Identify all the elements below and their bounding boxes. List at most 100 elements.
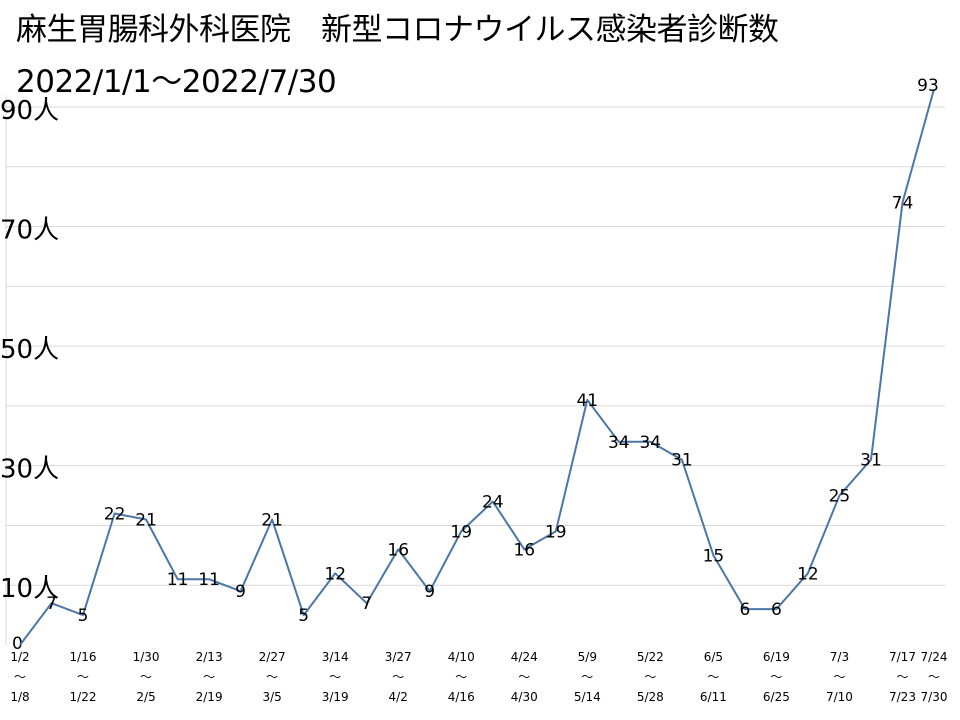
x-tick-start: 4/24 [511, 650, 538, 664]
x-tick-label: 4/24 ～ 4/30 [511, 650, 538, 704]
x-tick-tilde: ～ [928, 670, 940, 684]
data-label: 9 [235, 582, 246, 602]
x-tick-start: 5/22 [637, 650, 664, 664]
x-axis-labels: 1/2～1/81/16～1/221/30～2/52/13～2/192/27～3/… [10, 650, 947, 704]
x-tick-label: 4/10 ～ 4/16 [448, 650, 475, 704]
x-tick-end: 5/28 [637, 690, 664, 704]
x-tick-label: 2/27 ～ 3/5 [259, 650, 286, 704]
data-label: 15 [703, 546, 725, 566]
x-tick-end: 6/11 [700, 690, 727, 704]
x-tick-label: 7/17 ～ 7/23 [889, 650, 916, 704]
y-axis: 0 10人 30人 50人 70人 90人 [0, 96, 59, 654]
x-tick-tilde: ～ [644, 670, 656, 684]
x-tick-tilde: ～ [707, 670, 719, 684]
x-tick-end: 7/23 [889, 690, 916, 704]
x-tick-end: 3/19 [322, 690, 349, 704]
x-tick-end: 1/8 [10, 690, 29, 704]
x-tick-end: 7/10 [826, 690, 853, 704]
data-label: 16 [387, 540, 409, 560]
x-tick-tilde: ～ [896, 670, 908, 684]
x-tick-end: 2/19 [196, 690, 223, 704]
data-label: 19 [450, 522, 472, 542]
y-tick-label: 70人 [0, 216, 59, 246]
x-tick-end: 4/16 [448, 690, 475, 704]
x-tick-start: 3/14 [322, 650, 349, 664]
data-label: 5 [78, 606, 89, 626]
data-label: 31 [671, 451, 693, 471]
x-tick-label: 2/13 ～ 2/19 [196, 650, 223, 704]
data-labels: 7 5 22 21 11 11 9 21 5 12 7 16 9 19 24 16 19 41 34 34 31 15 6 6… [46, 76, 939, 626]
x-tick-label: 7/3 ～ 7/10 [826, 650, 853, 704]
x-tick-end: 4/30 [511, 690, 538, 704]
data-label: 25 [829, 487, 851, 507]
data-label: 11 [198, 570, 220, 590]
x-tick-start: 6/19 [763, 650, 790, 664]
x-tick-end: 4/2 [389, 690, 408, 704]
x-tick-start: 7/24 [921, 650, 948, 664]
gridlines [5, 95, 945, 645]
series-polyline [19, 88, 935, 646]
data-label: 34 [608, 433, 630, 453]
data-label: 41 [576, 391, 598, 411]
x-tick-tilde: ～ [203, 670, 215, 684]
data-label: 21 [261, 511, 283, 531]
x-tick-label: 1/2 ～ 1/8 [10, 650, 29, 704]
x-tick-end: 3/5 [262, 690, 281, 704]
x-tick-label: 5/22 ～ 5/28 [637, 650, 664, 704]
data-label: 74 [892, 194, 914, 214]
data-label: 16 [513, 540, 535, 560]
x-tick-tilde: ～ [770, 670, 782, 684]
x-tick-tilde: ～ [77, 670, 89, 684]
x-tick-label: 1/30 ～ 2/5 [133, 650, 160, 704]
x-tick-start: 1/16 [70, 650, 97, 664]
x-tick-label: 6/5 ～ 6/11 [700, 650, 727, 704]
x-tick-start: 6/5 [704, 650, 723, 664]
x-tick-start: 3/27 [385, 650, 412, 664]
x-tick-start: 7/3 [830, 650, 849, 664]
chart-title: 麻生胃腸科外科医院 新型コロナウイルス感染者診断数 [16, 12, 779, 48]
chart-subtitle: 2022/1/1～2022/7/30 [16, 64, 337, 100]
data-label: 7 [46, 594, 57, 614]
data-label: 19 [545, 522, 567, 542]
x-tick-end: 6/25 [763, 690, 790, 704]
y-tick-label: 10人 [0, 574, 59, 604]
x-tick-tilde: ～ [518, 670, 530, 684]
x-tick-tilde: ～ [266, 670, 278, 684]
data-label: 7 [361, 594, 372, 614]
data-label: 6 [739, 600, 750, 620]
y-tick-label: 90人 [0, 96, 59, 126]
x-tick-start: 2/27 [259, 650, 286, 664]
x-tick-end: 1/22 [70, 690, 97, 704]
x-tick-tilde: ～ [14, 670, 26, 684]
x-tick-label: 3/14 ～ 3/19 [322, 650, 349, 704]
x-tick-tilde: ～ [833, 670, 845, 684]
x-tick-tilde: ～ [455, 670, 467, 684]
data-label: 24 [482, 493, 504, 513]
data-label: 93 [917, 76, 939, 96]
x-tick-start: 1/2 [10, 650, 29, 664]
x-tick-tilde: ～ [140, 670, 152, 684]
x-tick-start: 1/30 [133, 650, 160, 664]
data-label: 31 [860, 451, 882, 471]
data-label: 6 [771, 600, 782, 620]
x-tick-start: 2/13 [196, 650, 223, 664]
y-tick-label: 50人 [0, 335, 59, 365]
series-line [19, 88, 935, 646]
x-tick-tilde: ～ [581, 670, 593, 684]
data-label: 12 [324, 564, 346, 584]
x-tick-label: 6/19 ～ 6/25 [763, 650, 790, 704]
x-tick-label: 3/27 ～ 4/2 [385, 650, 412, 704]
x-tick-end: 7/30 [921, 690, 948, 704]
x-tick-start: 7/17 [889, 650, 916, 664]
x-tick-label: 5/9 ～ 5/14 [574, 650, 601, 704]
y-tick-label: 30人 [0, 455, 59, 485]
data-label: 21 [135, 511, 157, 531]
x-tick-tilde: ～ [329, 670, 341, 684]
data-label: 5 [298, 606, 309, 626]
y-tick-label: 0 [12, 634, 23, 654]
x-tick-start: 5/9 [578, 650, 597, 664]
data-label: 12 [797, 564, 819, 584]
x-tick-tilde: ～ [392, 670, 404, 684]
x-tick-label: 7/24 ～ 7/30 [921, 650, 948, 704]
